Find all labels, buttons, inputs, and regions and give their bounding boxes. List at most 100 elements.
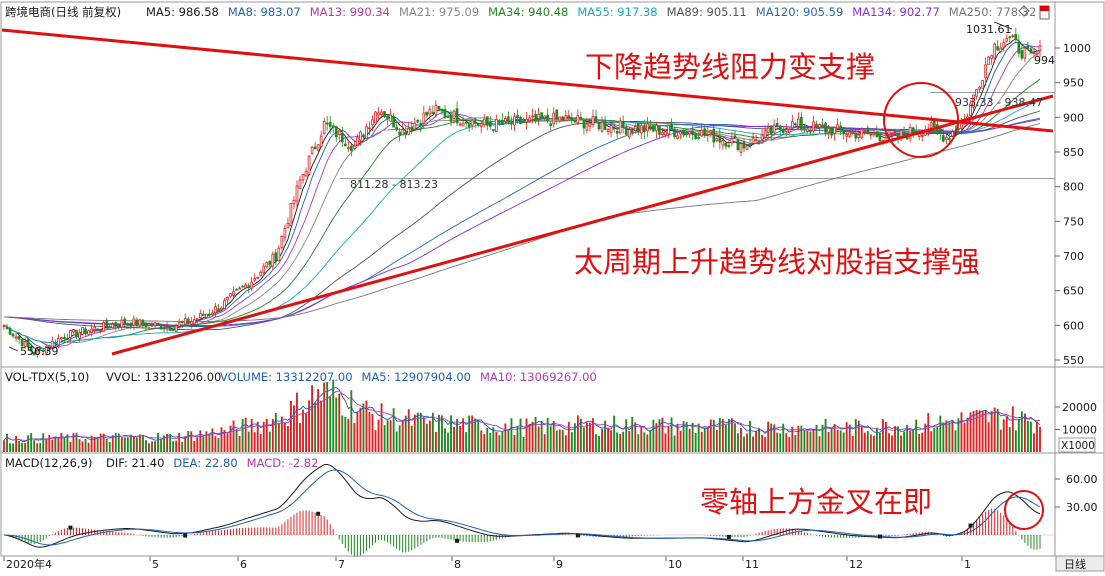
- candle-body: [945, 136, 948, 141]
- volume-bar: [921, 432, 924, 452]
- candle-body: [401, 129, 405, 136]
- candle-body: [627, 129, 631, 138]
- candle-body: [929, 122, 933, 129]
- candle-body: [26, 339, 30, 348]
- volume-bar: [951, 420, 954, 452]
- candle-body: [180, 321, 184, 324]
- volume-bar: [489, 432, 492, 452]
- volume-bar: [836, 429, 839, 452]
- volume-bar: [776, 432, 779, 452]
- volume-bar: [132, 435, 135, 452]
- volume-bar: [286, 426, 289, 452]
- volume-bar: [827, 431, 830, 452]
- volume-bar: [954, 430, 957, 452]
- candle-body: [972, 94, 975, 108]
- volume-bar: [444, 428, 446, 452]
- candle-body: [334, 126, 338, 138]
- volume-bar: [891, 435, 893, 452]
- volume-bar: [996, 408, 999, 452]
- macd-signal-marker: [455, 538, 460, 543]
- candle-body: [993, 43, 997, 59]
- candle-body: [854, 132, 858, 139]
- candle-body: [1023, 47, 1027, 59]
- candle-body: [630, 128, 634, 133]
- candle-body: [117, 324, 121, 327]
- volume-bar: [610, 430, 613, 452]
- candle-body: [543, 115, 546, 119]
- window-toggle-icon[interactable]: [1039, 5, 1050, 20]
- volume-bar: [682, 421, 685, 452]
- volume-bar: [803, 430, 806, 452]
- candle-body: [365, 126, 368, 139]
- volume-bar: [540, 420, 543, 452]
- volume-bar: [477, 419, 480, 452]
- volume-bar: [486, 427, 489, 452]
- candle-body: [84, 328, 87, 335]
- legend-item: MA34: 940.48: [488, 5, 568, 19]
- volume-bar: [126, 437, 129, 452]
- volume-bar: [839, 430, 842, 452]
- volume-bar: [142, 434, 144, 452]
- candle-body: [984, 64, 987, 79]
- candle-body: [661, 131, 664, 135]
- candle-body: [794, 123, 797, 126]
- candle-body: [277, 247, 281, 262]
- period-button[interactable]: 日线: [1055, 555, 1105, 572]
- volume-bar: [498, 435, 501, 452]
- candle-body: [150, 324, 154, 327]
- volume-bar: [715, 430, 718, 452]
- candle-body: [404, 131, 408, 136]
- volume-bar: [422, 417, 425, 452]
- volume-bar: [302, 409, 304, 452]
- volume-bar: [39, 443, 42, 452]
- volume-bar: [957, 418, 960, 452]
- candle-body: [585, 123, 589, 131]
- candle-body: [830, 128, 833, 136]
- volume-bar: [622, 431, 625, 452]
- candle-body: [842, 131, 846, 135]
- candle-body: [510, 122, 513, 125]
- macd-panel-frame: [0, 452, 1105, 557]
- candle-body: [443, 109, 447, 118]
- volume-bar: [903, 431, 906, 452]
- macd-signal-marker: [877, 534, 882, 539]
- volume-bar: [821, 424, 824, 452]
- diamond-icon[interactable]: [1018, 5, 1030, 17]
- volume-bar: [145, 440, 147, 452]
- legend-item: VOLUME: 13312207.00: [220, 370, 353, 384]
- volume-bar: [960, 412, 963, 452]
- volume-tick-label: 10000: [1062, 424, 1097, 437]
- candle-body: [534, 113, 537, 122]
- volume-bar: [537, 426, 540, 452]
- macd-signal-marker: [68, 525, 73, 530]
- volume-bar: [749, 420, 751, 452]
- annotation-long-cycle-uptrend: 太周期上升趋势线对股指支撑强: [574, 245, 980, 279]
- candle-body: [434, 104, 438, 116]
- volume-bar: [166, 433, 169, 452]
- candle-body: [1002, 42, 1006, 48]
- volume-bar: [338, 393, 341, 452]
- volume-bar: [9, 443, 11, 452]
- volume-bar: [36, 443, 39, 452]
- volume-bar: [761, 434, 764, 452]
- candle-body: [839, 125, 842, 131]
- candle-body: [461, 122, 465, 127]
- candle-body: [205, 313, 208, 318]
- candle-body: [908, 127, 912, 139]
- candle-body: [105, 320, 109, 327]
- candle-body: [757, 140, 761, 143]
- volume-bar: [906, 424, 909, 452]
- volume-bar: [229, 425, 232, 452]
- volume-bar: [785, 433, 788, 452]
- candle-body: [2, 325, 6, 327]
- golden-cross-circle: [1004, 490, 1044, 530]
- candle-body: [920, 135, 924, 137]
- candle-body: [66, 338, 69, 340]
- high-price-label: 1031.61: [966, 23, 1012, 36]
- volume-bar: [169, 434, 172, 452]
- candle-body: [102, 321, 106, 332]
- volume-bar: [392, 408, 395, 452]
- candle-body: [528, 117, 531, 121]
- volume-bar: [105, 438, 108, 452]
